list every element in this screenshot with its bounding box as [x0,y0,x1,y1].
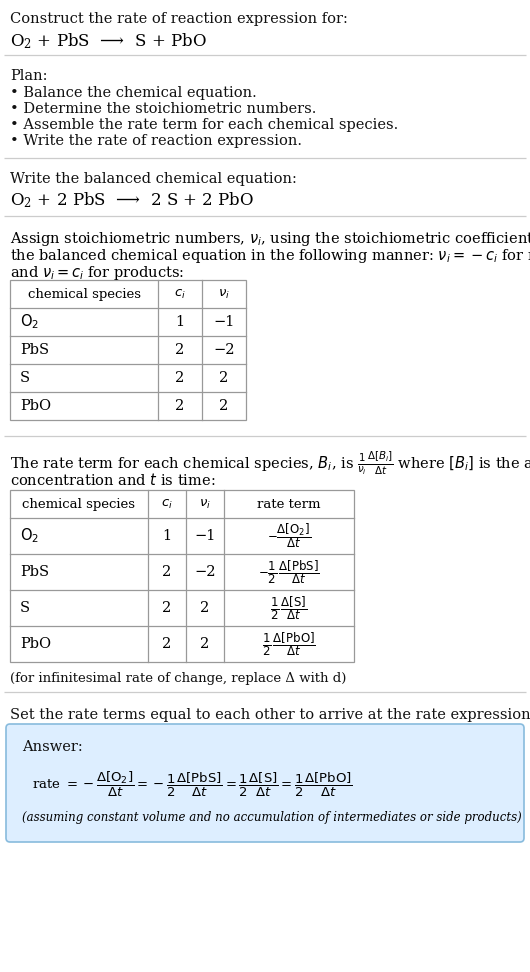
Text: (for infinitesimal rate of change, replace Δ with d): (for infinitesimal rate of change, repla… [10,672,347,685]
Text: $\mathrm{O_2}$: $\mathrm{O_2}$ [20,527,39,545]
Text: rate term: rate term [257,498,321,510]
Text: • Determine the stoichiometric numbers.: • Determine the stoichiometric numbers. [10,102,316,116]
Text: $\nu_i$: $\nu_i$ [199,498,211,510]
Text: PbO: PbO [20,637,51,651]
Text: chemical species: chemical species [22,498,136,510]
Text: PbS: PbS [20,565,49,579]
Text: 2: 2 [200,601,210,615]
Text: 2: 2 [175,371,184,385]
Text: the balanced chemical equation in the following manner: $\nu_i = -c_i$ for react: the balanced chemical equation in the fo… [10,247,530,265]
Text: Set the rate terms equal to each other to arrive at the rate expression:: Set the rate terms equal to each other t… [10,708,530,722]
Text: 1: 1 [162,529,172,543]
Text: 2: 2 [219,371,228,385]
Text: −2: −2 [195,565,216,579]
Text: rate $= -\dfrac{\Delta[\mathrm{O_2}]}{\Delta t} = -\dfrac{1}{2}\dfrac{\Delta[\ma: rate $= -\dfrac{\Delta[\mathrm{O_2}]}{\D… [32,770,353,799]
Text: 2: 2 [219,399,228,413]
Text: −1: −1 [195,529,216,543]
Text: 2: 2 [162,601,172,615]
Text: $\dfrac{1}{2}\,\dfrac{\Delta[\mathrm{S}]}{\Delta t}$: $\dfrac{1}{2}\,\dfrac{\Delta[\mathrm{S}]… [270,594,308,622]
Text: PbS: PbS [20,343,49,357]
Text: 2: 2 [175,399,184,413]
Text: (assuming constant volume and no accumulation of intermediates or side products): (assuming constant volume and no accumul… [22,811,522,824]
Text: 1: 1 [175,315,184,329]
Text: $-\dfrac{1}{2}\,\dfrac{\Delta[\mathrm{PbS}]}{\Delta t}$: $-\dfrac{1}{2}\,\dfrac{\Delta[\mathrm{Pb… [258,558,320,586]
Text: 2: 2 [162,637,172,651]
Text: $\mathregular{O_2}$ + 2 PbS  ⟶  2 S + 2 PbO: $\mathregular{O_2}$ + 2 PbS ⟶ 2 S + 2 Pb… [10,190,254,210]
Bar [10,490,354,662]
Text: $\mathrm{O_2}$: $\mathrm{O_2}$ [20,313,39,331]
Text: and $\nu_i = c_i$ for products:: and $\nu_i = c_i$ for products: [10,264,184,282]
FancyBboxPatch shape [6,724,524,842]
Text: The rate term for each chemical species, $B_i$, is $\frac{1}{\nu_i}\frac{\Delta[: The rate term for each chemical species,… [10,450,530,477]
Text: S: S [20,371,30,385]
Text: 2: 2 [162,565,172,579]
Text: PbO: PbO [20,399,51,413]
Text: • Assemble the rate term for each chemical species.: • Assemble the rate term for each chemic… [10,118,398,132]
Text: • Balance the chemical equation.: • Balance the chemical equation. [10,86,257,100]
Text: $\mathregular{O_2}$ + PbS  ⟶  S + PbO: $\mathregular{O_2}$ + PbS ⟶ S + PbO [10,31,207,51]
Text: • Write the rate of reaction expression.: • Write the rate of reaction expression. [10,134,302,148]
Text: S: S [20,601,30,615]
Text: $c_i$: $c_i$ [161,498,173,510]
Text: Write the balanced chemical equation:: Write the balanced chemical equation: [10,172,297,186]
Text: Construct the rate of reaction expression for:: Construct the rate of reaction expressio… [10,12,348,26]
Text: Answer:: Answer: [22,740,83,754]
Text: Assign stoichiometric numbers, $\nu_i$, using the stoichiometric coefficients, $: Assign stoichiometric numbers, $\nu_i$, … [10,230,530,248]
Text: Plan:: Plan: [10,69,48,83]
Text: chemical species: chemical species [28,288,140,300]
Bar [10,280,246,420]
Text: $\dfrac{1}{2}\,\dfrac{\Delta[\mathrm{PbO}]}{\Delta t}$: $\dfrac{1}{2}\,\dfrac{\Delta[\mathrm{PbO… [262,630,316,658]
Text: −1: −1 [213,315,235,329]
Text: 2: 2 [200,637,210,651]
Text: concentration and $t$ is time:: concentration and $t$ is time: [10,472,216,488]
Text: −2: −2 [213,343,235,357]
Text: $-\dfrac{\Delta[\mathrm{O_2}]}{\Delta t}$: $-\dfrac{\Delta[\mathrm{O_2}]}{\Delta t}… [267,522,311,550]
Text: 2: 2 [175,343,184,357]
Text: $c_i$: $c_i$ [174,288,186,300]
Text: $\nu_i$: $\nu_i$ [218,288,230,300]
